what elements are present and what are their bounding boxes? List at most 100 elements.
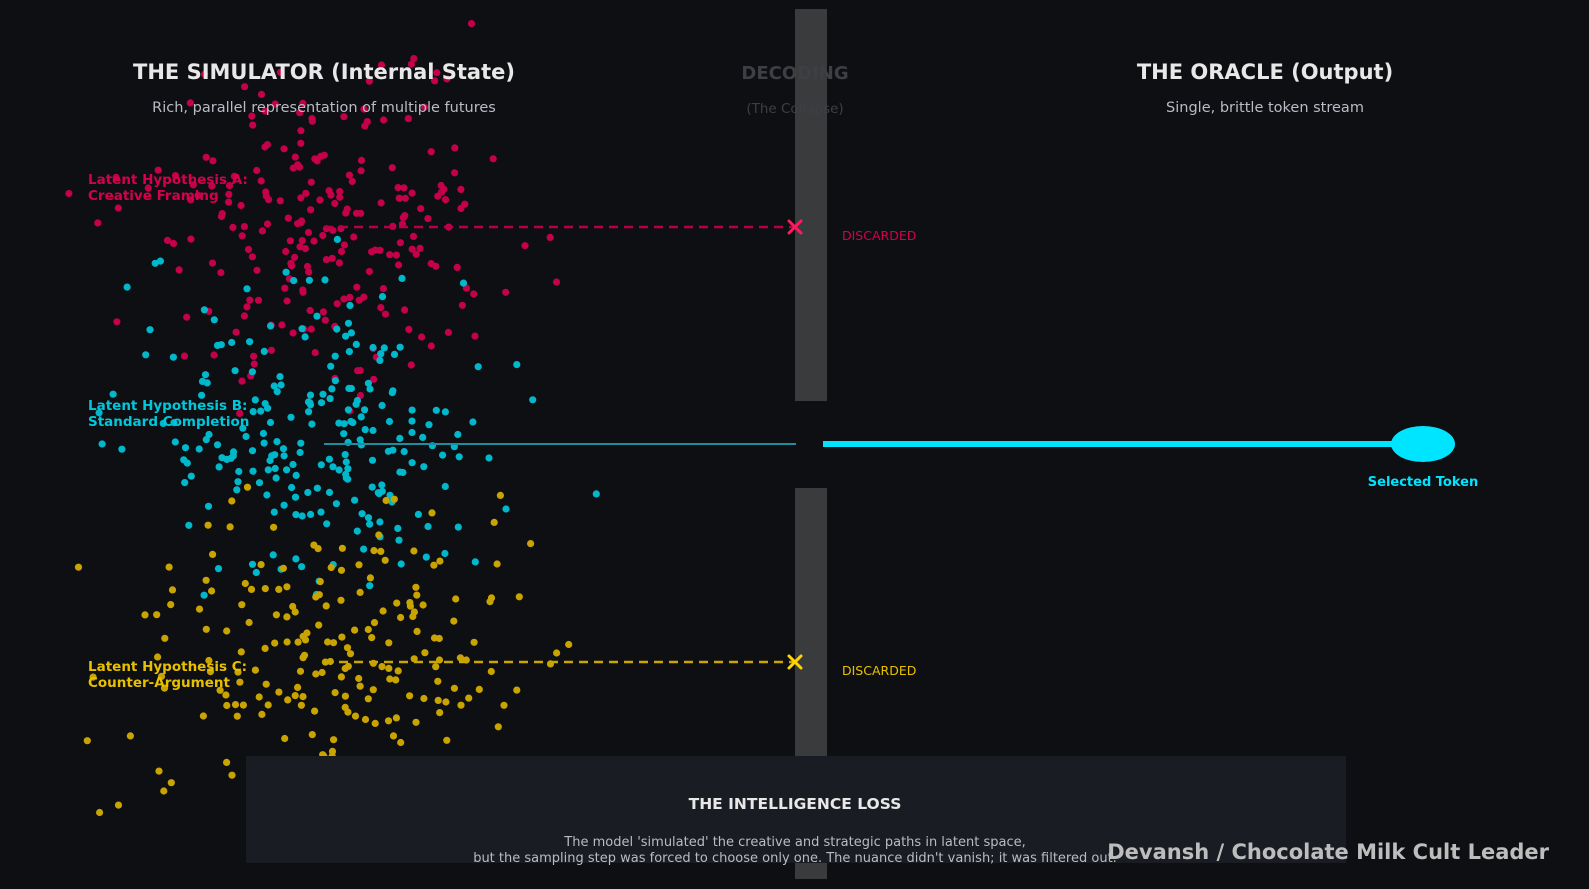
hypothesis-a-point <box>361 122 369 130</box>
hypothesis-b-point <box>268 452 276 460</box>
hypothesis-b-point <box>213 441 222 449</box>
hypothesis-a-point <box>346 293 354 301</box>
hypothesis-b-point <box>396 434 404 442</box>
hypothesis-c-point <box>283 613 291 621</box>
intelligence-loss-line1: The model 'simulated' the creative and s… <box>564 835 1026 850</box>
hypothesis-a-point <box>284 214 292 222</box>
hypothesis-a-point <box>238 232 246 240</box>
hypothesis-a-point <box>441 196 450 204</box>
hypothesis-a-point <box>307 178 315 186</box>
hypothesis-b-point <box>347 329 355 337</box>
hypothesis-a-point <box>440 185 448 193</box>
hypothesis-c-point <box>202 576 210 584</box>
hypothesis-c-point <box>237 648 245 656</box>
hypothesis-b-point <box>344 319 353 327</box>
hypothesis-a-point <box>175 266 183 274</box>
hypothesis-c-point <box>141 611 149 619</box>
hypothesis-b-point <box>414 510 422 518</box>
hypothesis-a-point <box>240 312 248 320</box>
hypothesis-b-point <box>283 466 291 474</box>
hypothesis-c-point <box>515 593 523 601</box>
hypothesis-b-point <box>306 391 315 399</box>
hypothesis-b-point <box>376 518 384 526</box>
hypothesis-c-point <box>392 714 400 722</box>
hypothesis-a-point <box>297 139 305 147</box>
hypothesis-b-point <box>279 445 288 453</box>
hypothesis-b-point <box>292 555 300 563</box>
hypothesis-a-point <box>319 308 327 316</box>
hypothesis-a-point <box>399 214 407 222</box>
hypothesis-b-point <box>261 400 269 408</box>
hypothesis-c-point <box>328 747 337 756</box>
hypothesis-a-point <box>458 301 466 309</box>
hypothesis-b-point <box>313 312 321 320</box>
hypothesis-b-point <box>366 385 374 393</box>
hypothesis-b-point <box>325 488 334 496</box>
hypothesis-b-point <box>331 352 339 360</box>
hypothesis-a-point <box>333 300 341 308</box>
hypothesis-a-point <box>187 235 195 243</box>
hypothesis-b-point <box>263 491 271 499</box>
hypothesis-b-point <box>280 452 288 460</box>
hypothesis-a-point <box>296 109 304 117</box>
hypothesis-c-point <box>344 662 352 670</box>
hypothesis-b-point <box>255 479 264 487</box>
hypothesis-a-point <box>336 187 344 196</box>
hypothesis-c-point <box>89 673 97 681</box>
hypothesis-a-point <box>552 278 561 286</box>
hypothesis-b-point <box>441 549 449 558</box>
hypothesis-c-point <box>420 694 428 703</box>
hypothesis-a-point <box>154 166 162 174</box>
hypothesis-c-point <box>384 717 393 725</box>
hypothesis-a-point <box>244 245 253 253</box>
hypothesis-c-point <box>470 638 478 646</box>
hypothesis-b-point <box>187 472 195 480</box>
hypothesis-a-point <box>357 156 366 164</box>
hypothesis-b-point <box>200 306 208 314</box>
hypothesis-c-point <box>450 684 458 692</box>
hypothesis-a-point <box>189 181 197 189</box>
hypothesis-b-point <box>118 445 126 453</box>
hypothesis-a-point <box>250 360 258 368</box>
hypothesis-a-point <box>253 166 261 175</box>
hypothesis-b-point <box>270 508 278 516</box>
hypothesis-a-point <box>297 127 305 135</box>
hypothesis-b-point <box>398 274 406 282</box>
hypothesis-c-point <box>500 701 508 709</box>
hypothesis-c-label: Latent Hypothesis C: Counter-Argument <box>88 659 247 691</box>
hypothesis-c-point <box>346 650 355 658</box>
hypothesis-b-point <box>273 388 281 396</box>
hypothesis-a-point <box>289 164 297 172</box>
hypothesis-b-point <box>397 560 405 568</box>
hypothesis-b-point <box>289 460 297 469</box>
hypothesis-b-point <box>356 436 364 444</box>
hypothesis-a-line2: Creative Framing <box>88 188 219 204</box>
hypothesis-a-point <box>457 204 465 212</box>
hypothesis-c-point <box>206 668 215 676</box>
hypothesis-c-point <box>231 701 240 709</box>
hypothesis-a-point <box>412 250 420 258</box>
hypothesis-a-point <box>299 288 307 296</box>
hypothesis-c-point <box>261 585 269 593</box>
hypothesis-a-point <box>416 244 424 252</box>
hypothesis-c-point <box>160 787 168 795</box>
hypothesis-c-point <box>355 561 363 569</box>
hypothesis-b-point <box>342 332 350 340</box>
hypothesis-c-line1: Latent Hypothesis C: <box>88 659 248 675</box>
hypothesis-a-cloud <box>65 20 561 417</box>
hypothesis-c-point <box>329 639 338 647</box>
hypothesis-c-point <box>337 596 345 604</box>
oracle-title: THE ORACLE (Output) <box>1136 60 1394 84</box>
hypothesis-c-point <box>436 709 444 717</box>
hypothesis-a-point <box>417 205 425 213</box>
hypothesis-a-point <box>471 332 479 340</box>
hypothesis-a-point <box>546 233 554 241</box>
hypothesis-b-point <box>266 418 275 427</box>
hypothesis-a-point <box>354 367 362 375</box>
hypothesis-a-point <box>254 296 263 304</box>
hypothesis-a-point <box>296 243 304 251</box>
hypothesis-a-point <box>261 143 269 151</box>
hypothesis-a-point <box>308 115 316 123</box>
hypothesis-b-point <box>243 285 251 293</box>
decoding-wall-top <box>795 9 827 401</box>
